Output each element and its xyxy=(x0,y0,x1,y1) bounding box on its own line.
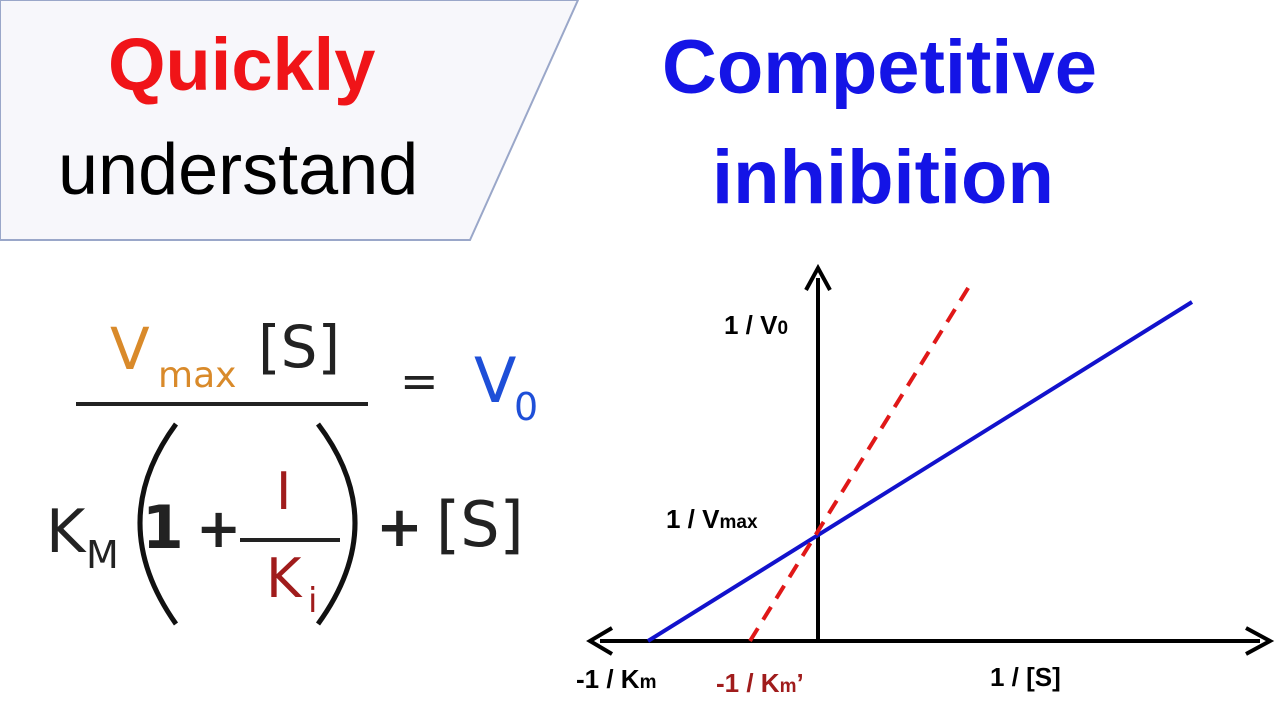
x-axis-left-arrowhead xyxy=(586,626,614,656)
competitive-inhibition-line xyxy=(748,283,972,643)
banner-background xyxy=(0,0,580,241)
y-axis-arrowhead xyxy=(804,263,832,291)
right-parenthesis xyxy=(315,422,358,626)
uninhibited-line xyxy=(646,300,1194,643)
y-axis-label: 1 / V0 xyxy=(724,310,789,340)
result-v0-subscript: 0 xyxy=(514,385,539,429)
title-line-2: inhibition xyxy=(712,135,1054,220)
x-intercept-label: -1 / Km xyxy=(576,664,657,694)
numerator-vmax-subscript: max xyxy=(158,355,237,396)
numerator-substrate: [S] xyxy=(258,313,341,381)
equation-lines xyxy=(76,402,368,626)
ki-subscript: i xyxy=(308,581,318,621)
result-v0: V xyxy=(474,344,517,417)
title-line-1: Competitive xyxy=(662,25,1097,110)
x-intercept-inhibited-label: -1 / Km’ xyxy=(716,668,804,698)
banner-quickly-text: Quickly xyxy=(108,23,376,106)
numerator-vmax-v: V xyxy=(110,315,150,383)
km-letter: K xyxy=(46,497,86,567)
denominator-substrate: [S] xyxy=(436,488,524,561)
equals-sign: = xyxy=(400,354,439,408)
x-axis-label: 1 / [S] xyxy=(990,662,1061,692)
ki-letter: K xyxy=(266,547,302,610)
one-digit: 1 xyxy=(142,493,184,563)
km-subscript: M xyxy=(86,533,119,577)
y-intercept-label: 1 / Vmax xyxy=(666,504,758,534)
banner-understand-text: understand xyxy=(58,130,419,210)
plus-sign-outer: + xyxy=(376,495,423,560)
left-parenthesis xyxy=(137,422,179,626)
x-axis-right-arrowhead xyxy=(1245,626,1275,656)
inhibitor-concentration: I xyxy=(276,462,292,522)
plus-sign-inner: + xyxy=(196,497,242,560)
